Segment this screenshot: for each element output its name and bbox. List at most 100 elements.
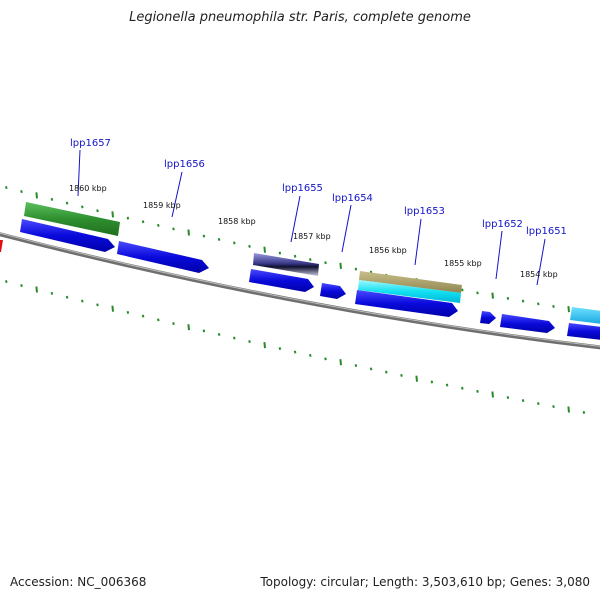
scale-tick-major — [187, 229, 190, 236]
scale-tick-minor — [521, 299, 525, 303]
scale-tick-minor — [506, 396, 510, 400]
scale-tick-minor — [81, 299, 84, 303]
scale-tick-minor — [65, 295, 69, 299]
scale-tick-minor — [248, 244, 251, 248]
feature-block-green[interactable] — [24, 202, 120, 236]
scale-tick-major — [263, 246, 266, 253]
scale-tick-minor — [293, 254, 297, 258]
scale-tick-minor — [217, 237, 221, 241]
scale-tick-minor — [141, 314, 145, 318]
scale-tick-minor — [20, 284, 23, 288]
scale-tick-minor — [582, 410, 586, 414]
scale-tick-major — [263, 342, 266, 349]
scale-tick-minor — [461, 386, 464, 390]
cds-arrow[interactable] — [20, 219, 115, 252]
scale-tick-minor — [233, 241, 236, 245]
scale-tick-minor — [172, 322, 175, 326]
scale-tick-minor — [278, 347, 282, 351]
scale-tick-minor — [5, 280, 8, 284]
scale-tick-minor — [521, 399, 525, 403]
scale-tick-minor — [354, 267, 358, 271]
scale-label-1859: 1859 kbp — [143, 201, 181, 210]
scale-tick-minor — [369, 367, 373, 371]
map-title: Legionella pneumophila str. Paris, compl… — [129, 10, 471, 25]
cds-arrow[interactable] — [117, 241, 209, 273]
cds-arrow[interactable] — [249, 269, 314, 292]
scale-tick-minor — [5, 186, 8, 190]
scale-labels: 1860 kbp 1859 kbp 1858 kbp 1857 kbp 1856… — [69, 184, 558, 279]
gene-label-lpp1657[interactable]: lpp1657 — [70, 138, 111, 149]
scale-tick-minor — [537, 302, 540, 306]
gene-label-lpp1654[interactable]: lpp1654 — [332, 193, 373, 204]
gene-label-lpp1653[interactable]: lpp1653 — [404, 206, 445, 217]
accession-text: Accession: NC_006368 — [10, 575, 147, 589]
scale-ticks-lower — [5, 280, 586, 414]
scale-tick-minor — [233, 336, 236, 340]
scale-tick-minor — [324, 261, 327, 265]
scale-tick-minor — [552, 304, 555, 308]
feature-track-forward — [24, 202, 600, 324]
scale-label-1858: 1858 kbp — [218, 217, 256, 226]
scale-tick-minor — [309, 258, 312, 262]
scale-tick-minor — [126, 310, 130, 314]
feature-block-tan[interactable] — [359, 271, 462, 293]
scale-label-1857: 1857 kbp — [293, 232, 331, 241]
scale-tick-minor — [278, 251, 282, 255]
scale-tick-minor — [324, 357, 327, 361]
scale-tick-minor — [50, 197, 54, 201]
scale-tick-minor — [217, 332, 221, 336]
scale-tick-minor — [552, 405, 555, 409]
scale-tick-minor — [309, 353, 312, 357]
cds-arrow[interactable] — [500, 314, 555, 333]
scale-tick-minor — [141, 220, 145, 224]
cds-arrow[interactable] — [320, 283, 346, 299]
scale-tick-minor — [96, 209, 99, 213]
gene-label-lpp1655[interactable]: lpp1655 — [282, 183, 323, 194]
feature-block-cyan-edge[interactable] — [570, 307, 600, 324]
gene-label-lpp1651[interactable]: lpp1651 — [526, 226, 567, 237]
scale-tick-minor — [537, 402, 540, 406]
scale-label-1860: 1860 kbp — [69, 184, 107, 193]
scale-label-1856: 1856 kbp — [369, 246, 407, 255]
scale-tick-minor — [65, 201, 69, 205]
scale-tick-minor — [248, 340, 251, 344]
scale-tick-major — [111, 305, 114, 312]
scale-tick-major — [35, 192, 38, 199]
scale-tick-major — [491, 391, 494, 398]
scale-tick-minor — [50, 291, 54, 295]
gene-label-lpp1656[interactable]: lpp1656 — [164, 159, 205, 170]
feature-block-purple[interactable] — [253, 253, 319, 276]
scale-tick-minor — [157, 223, 160, 227]
scale-label-1855: 1855 kbp — [444, 259, 482, 268]
cds-arrow[interactable] — [355, 290, 458, 317]
scale-ticks-upper — [5, 186, 586, 314]
genome-backbone — [0, 232, 600, 350]
scale-tick-minor — [476, 389, 479, 393]
scale-label-1854: 1854 kbp — [520, 270, 558, 279]
scale-tick-minor — [202, 329, 206, 333]
scale-tick-minor — [96, 303, 99, 307]
scale-tick-minor — [506, 296, 510, 300]
scale-tick-minor — [385, 370, 388, 374]
scale-tick-minor — [354, 364, 358, 368]
scale-tick-major — [111, 211, 114, 218]
scale-tick-major — [491, 292, 494, 299]
scale-tick-minor — [172, 227, 175, 231]
scale-tick-minor — [430, 380, 434, 384]
scale-tick-minor — [202, 234, 206, 238]
gene-label-lpp1652[interactable]: lpp1652 — [482, 219, 523, 230]
cds-arrow[interactable] — [480, 311, 496, 324]
scale-tick-major — [339, 262, 342, 269]
scale-tick-major — [339, 359, 342, 366]
cds-track — [20, 219, 600, 340]
gene-labels: lpp1657 lpp1656 lpp1655 lpp1654 lpp1653 … — [70, 138, 567, 237]
scale-tick-minor — [81, 205, 84, 209]
scale-tick-minor — [293, 350, 297, 354]
scale-tick-major — [567, 306, 570, 313]
scale-tick-minor — [476, 291, 479, 295]
scale-tick-major — [187, 324, 190, 331]
scale-tick-minor — [157, 318, 160, 322]
feature-block-cyan[interactable] — [358, 280, 461, 303]
cds-arrow[interactable] — [567, 323, 600, 340]
